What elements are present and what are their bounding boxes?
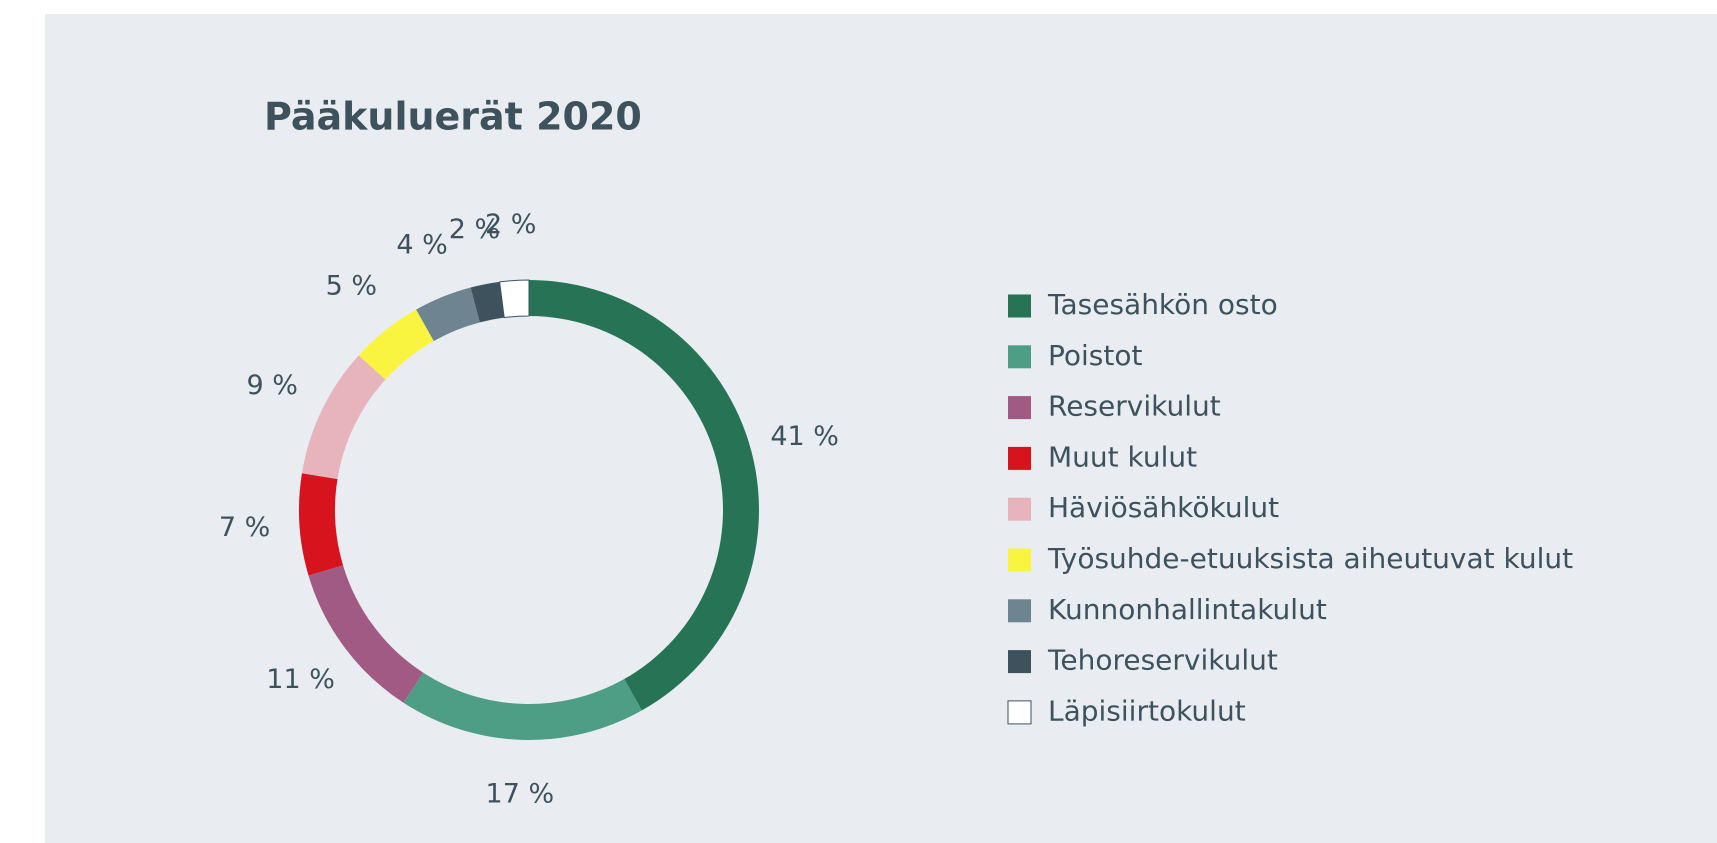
legend-label: Reservikulut: [1048, 390, 1221, 423]
data-label: 7 %: [219, 512, 270, 543]
legend-swatch: [1008, 497, 1031, 521]
legend-swatch: [1008, 396, 1031, 420]
legend-swatch: [1007, 700, 1032, 725]
slice: [499, 279, 530, 319]
slice: [416, 287, 480, 341]
slice: [308, 565, 424, 703]
data-label: 17 %: [486, 778, 555, 809]
data-label: 9 %: [247, 370, 298, 401]
data-label: 2 %: [485, 209, 536, 240]
data-label: 11 %: [266, 664, 335, 695]
legend-swatch: [1008, 650, 1031, 674]
slice: [403, 672, 642, 740]
data-label: 41 %: [770, 421, 839, 452]
slice: [301, 355, 386, 480]
legend-swatch: [1008, 345, 1031, 369]
slice: [470, 281, 505, 323]
slice: [358, 309, 434, 380]
legend-label: Poistot: [1048, 339, 1142, 372]
data-label: 2 %: [449, 214, 500, 245]
legend-label: Työsuhde-etuuksista aiheutuvat kulut: [1047, 542, 1573, 575]
legend-swatch: [1008, 548, 1031, 572]
slice: [298, 473, 344, 576]
data-label: 4 %: [396, 229, 447, 260]
data-label: 5 %: [326, 271, 377, 302]
legend-label: Tehoreservikulut: [1047, 644, 1278, 677]
chart-title: Pääkuluerät 2020: [264, 95, 642, 139]
legend-label: Häviösähkökulut: [1048, 491, 1279, 524]
legend-label: Tasesähkön osto: [1047, 288, 1278, 321]
legend-swatch: [1008, 294, 1031, 318]
legend-label: Kunnonhallintakulut: [1048, 593, 1327, 626]
legend-label: Läpisiirtokulut: [1048, 694, 1246, 727]
legend-swatch: [1008, 599, 1031, 623]
legend-swatch: [1008, 446, 1031, 470]
legend-label: Muut kulut: [1048, 440, 1197, 473]
slice: [529, 280, 759, 711]
